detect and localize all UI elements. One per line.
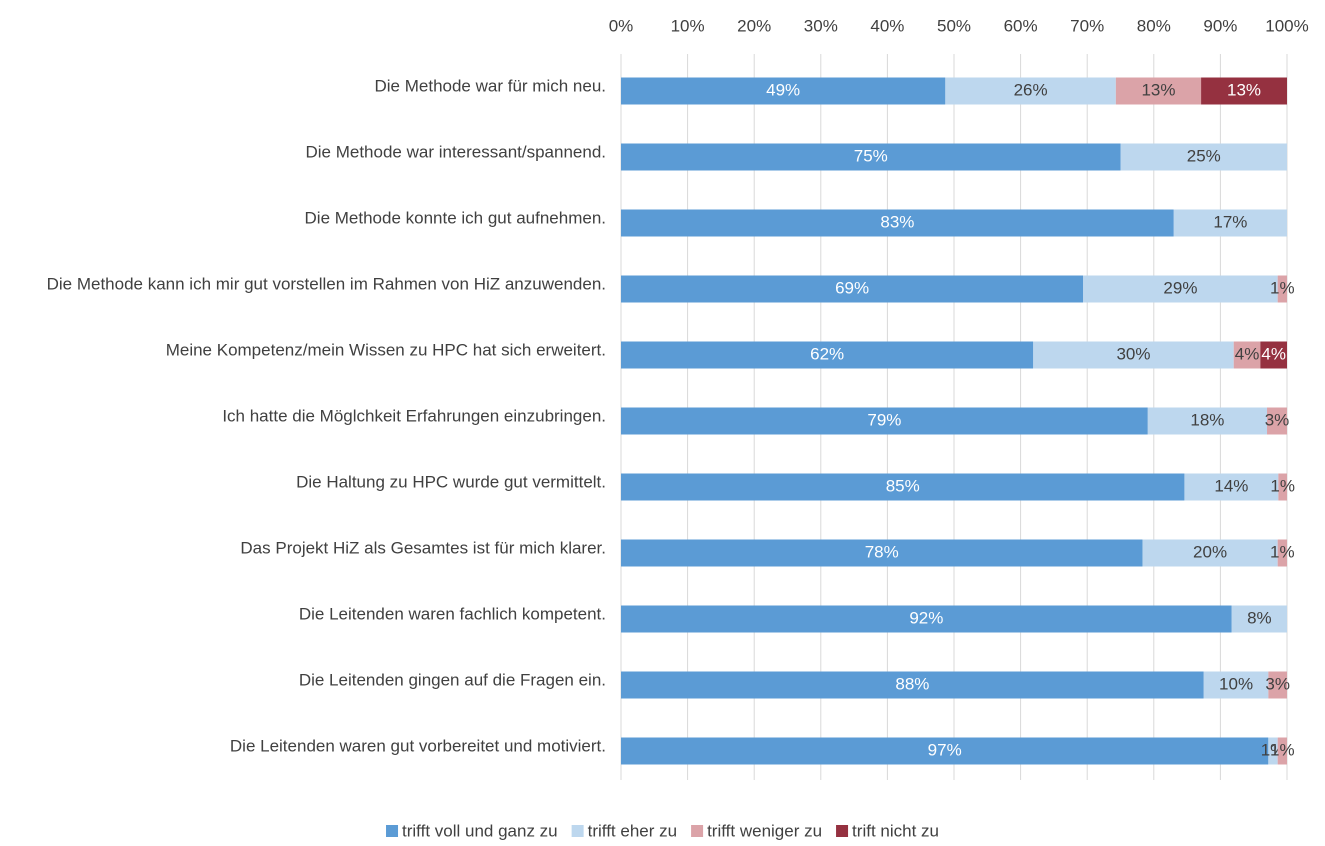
data-label: 97% (928, 740, 962, 759)
bar-segment (621, 473, 1185, 501)
bar-segment (1147, 407, 1268, 435)
bar-segment (621, 671, 1204, 699)
data-label: 75% (854, 146, 888, 165)
category-label: Meine Kompetenz/mein Wissen zu HPC hat s… (166, 340, 606, 359)
data-label: 1% (1270, 740, 1295, 759)
bar-segment (1184, 473, 1279, 501)
category-label: Die Leitenden waren fachlich kompetent. (299, 604, 606, 623)
data-label: 4% (1235, 344, 1260, 363)
category-label: Die Methode konnte ich gut aufnehmen. (305, 208, 606, 227)
legend-swatch (571, 825, 584, 837)
bar-segment (621, 539, 1143, 567)
data-label: 79% (867, 410, 901, 429)
data-label: 30% (1116, 344, 1150, 363)
data-label: 10% (1219, 674, 1253, 693)
legend-swatch (836, 825, 849, 837)
bar-segment (1173, 209, 1287, 237)
x-tick-label: 10% (671, 16, 705, 35)
legend-label: trifft eher zu (588, 821, 677, 840)
data-label: 25% (1187, 146, 1221, 165)
bar-segment (1233, 341, 1261, 369)
data-label: 88% (895, 674, 929, 693)
bar-segment (621, 143, 1121, 171)
x-tick-label: 100% (1265, 16, 1308, 35)
x-tick-label: 20% (737, 16, 771, 35)
bar-segment (621, 605, 1232, 633)
x-tick-label: 0% (609, 16, 634, 35)
bar-segment (1260, 341, 1287, 369)
data-label: 83% (880, 212, 914, 231)
x-tick-label: 90% (1203, 16, 1237, 35)
bar-segment (1201, 77, 1287, 105)
x-tick-label: 60% (1004, 16, 1038, 35)
data-label: 13% (1227, 80, 1261, 99)
bar-segment (1231, 605, 1287, 633)
bar-segment (621, 275, 1084, 303)
data-label: 69% (835, 278, 869, 297)
bar-segment (621, 407, 1148, 435)
data-label: 78% (865, 542, 899, 561)
bar-segment (1277, 539, 1287, 567)
bar-segment (621, 77, 946, 105)
bar-segment (1268, 737, 1278, 765)
data-label: 26% (1014, 80, 1048, 99)
data-label: 49% (766, 80, 800, 99)
category-label: Die Methode war interessant/spannend. (305, 142, 606, 161)
legend-label: trifft voll und ganz zu (402, 821, 558, 840)
legend-label: trifft weniger zu (707, 821, 822, 840)
bar-segment (1267, 407, 1287, 435)
bar-segment (1277, 275, 1287, 303)
category-label: Ich hatte die Möglchkeit Erfahrungen ein… (222, 406, 606, 425)
legend-swatch (691, 825, 704, 837)
data-label: 92% (909, 608, 943, 627)
category-label: Das Projekt HiZ als Gesamtes ist für mic… (240, 538, 606, 557)
legend-label: trift nicht zu (852, 821, 939, 840)
x-tick-label: 50% (937, 16, 971, 35)
data-label: 18% (1190, 410, 1224, 429)
category-label: Die Methode war für mich neu. (375, 76, 607, 95)
bar-segment (1033, 341, 1234, 369)
data-label: 4% (1261, 344, 1286, 363)
data-label: 85% (886, 476, 920, 495)
data-label: 62% (810, 344, 844, 363)
bar-segment (621, 341, 1034, 369)
bar-segment (621, 737, 1269, 765)
x-tick-label: 40% (870, 16, 904, 35)
data-label: 20% (1193, 542, 1227, 561)
legend: trifft voll und ganz zu trifft eher zu tri… (386, 821, 939, 840)
data-label: 3% (1265, 674, 1290, 693)
data-label: 1% (1270, 542, 1295, 561)
bar-segment (1268, 671, 1287, 699)
data-label: 29% (1163, 278, 1197, 297)
data-label: 13% (1141, 80, 1175, 99)
category-label: Die Haltung zu HPC wurde gut vermittelt. (296, 472, 606, 491)
data-label: 8% (1247, 608, 1272, 627)
data-label: 1% (1270, 278, 1295, 297)
bar-segment (1120, 143, 1287, 171)
bar-segment (1203, 671, 1269, 699)
bar-segment (1083, 275, 1278, 303)
bar-segment (1142, 539, 1278, 567)
bar-segment (1277, 737, 1287, 765)
bar-segment (945, 77, 1116, 105)
bar-segment (1115, 77, 1202, 105)
data-label: 17% (1213, 212, 1247, 231)
data-label: 1% (1270, 476, 1295, 495)
bar-segment (1278, 473, 1287, 501)
data-label: 14% (1214, 476, 1248, 495)
data-label: 3% (1265, 410, 1290, 429)
category-label: Die Methode kann ich mir gut vorstellen … (47, 274, 606, 293)
x-tick-label: 30% (804, 16, 838, 35)
category-label: Die Leitenden gingen auf die Fragen ein. (299, 670, 606, 689)
x-tick-label: 80% (1137, 16, 1171, 35)
x-tick-label: 70% (1070, 16, 1104, 35)
legend-swatch (386, 825, 399, 837)
category-label: Die Leitenden waren gut vorbereitet und … (230, 736, 606, 755)
bar-segment (621, 209, 1174, 237)
